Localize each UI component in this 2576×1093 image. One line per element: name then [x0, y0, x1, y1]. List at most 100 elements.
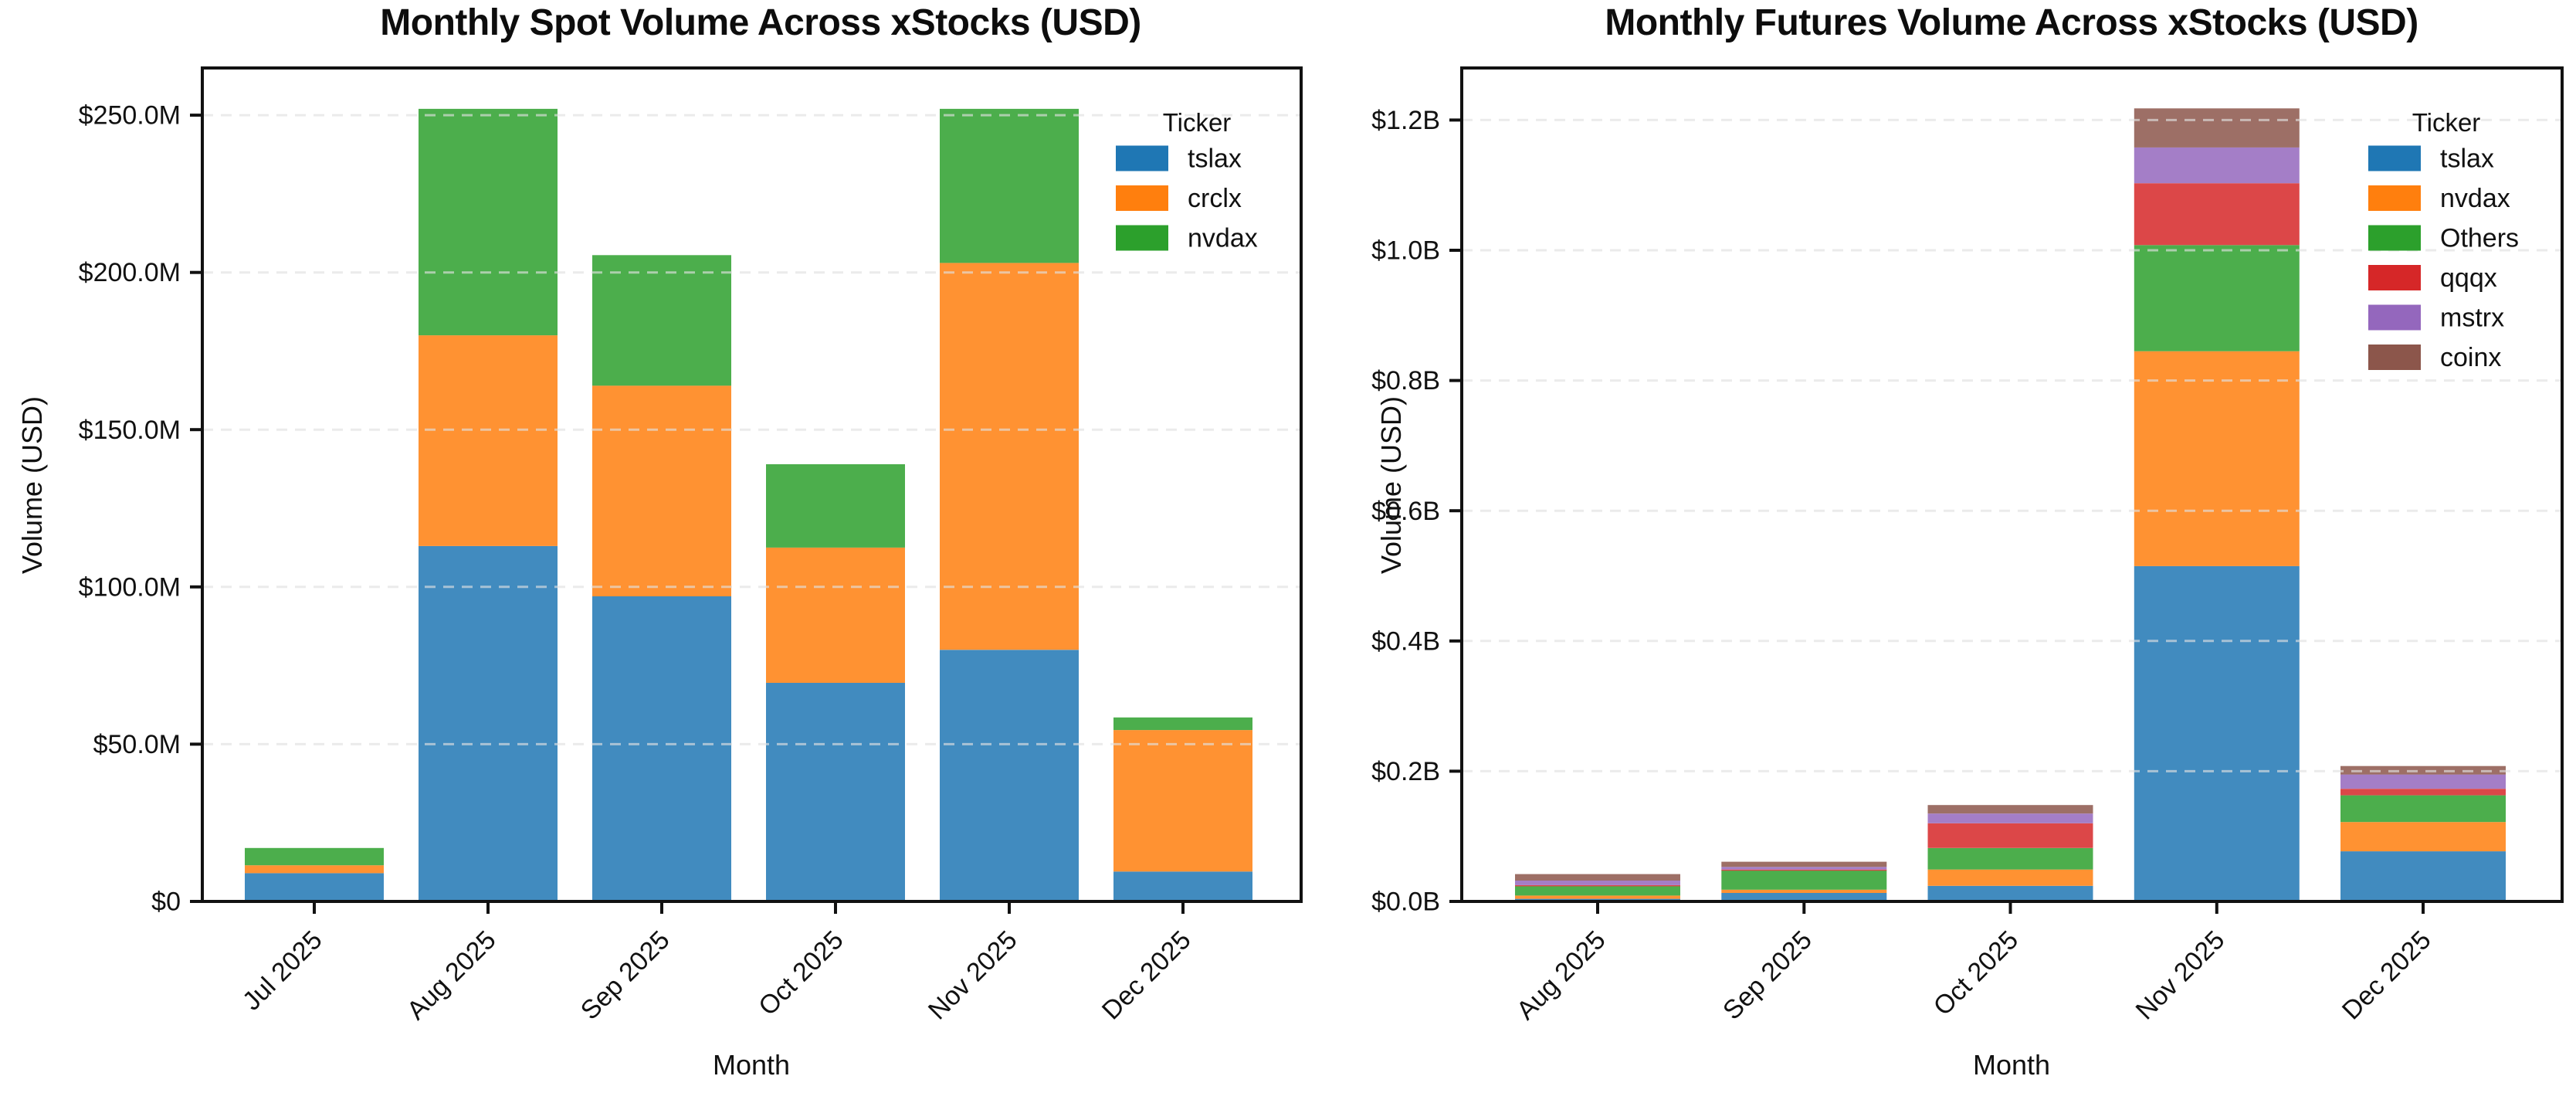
legend-swatch-Others — [2368, 225, 2421, 251]
legend-swatch-nvdax — [1116, 225, 1168, 251]
bar-segment-qqqx-aug-2025 — [1515, 884, 1680, 887]
bar-segment-coinx-aug-2025 — [1515, 874, 1680, 881]
bar-segment-coinx-oct-2025 — [1927, 805, 2093, 814]
y-tick-label: $0.2B — [1371, 757, 1440, 786]
futures-legend: Ticker tslax nvdax Others qqqx mstrx coinx — [2368, 108, 2519, 372]
series-nvdax — [245, 108, 1252, 866]
x-tick-label: Aug 2025 — [1511, 925, 1612, 1026]
bar-segment-qqqx-oct-2025 — [1927, 823, 2093, 848]
legend-swatch-mstrx — [2368, 304, 2421, 331]
bar-segment-nvdax-jul-2025 — [245, 847, 384, 866]
series-crclx — [245, 263, 1252, 874]
bar-segment-nvdax-aug-2025 — [1515, 895, 1680, 899]
y-tick-label: $0.6B — [1371, 497, 1440, 526]
bar-segment-Others-nov-2025 — [2134, 245, 2300, 351]
legend-title: Ticker — [2412, 108, 2481, 137]
x-tick-label: Dec 2025 — [2337, 925, 2437, 1026]
series-mstrx — [1515, 147, 2506, 885]
bar-segment-nvdax-sep-2025 — [592, 255, 731, 386]
futures-x-axis-label: Month — [1972, 1049, 2051, 1081]
spot-x-axis-label: Month — [712, 1049, 791, 1081]
bar-segment-nvdax-sep-2025 — [1721, 889, 1887, 893]
legend-label-tslax: tslax — [2440, 144, 2494, 174]
bar-segment-Others-aug-2025 — [1515, 885, 1680, 896]
bar-segment-tslax-oct-2025 — [766, 683, 905, 901]
legend-label-qqqx: qqqx — [2440, 263, 2497, 293]
series-Others — [1515, 245, 2506, 896]
legend-swatch-qqqx — [2368, 265, 2421, 290]
futures-grid — [1462, 118, 2562, 772]
bar-segment-mstrx-dec-2025 — [2340, 774, 2506, 789]
bar-segment-Others-oct-2025 — [1927, 847, 2093, 870]
legend-swatch-tslax — [1116, 145, 1168, 171]
x-tick-label: Nov 2025 — [2130, 925, 2231, 1026]
bar-segment-nvdax-dec-2025 — [1113, 717, 1252, 731]
bar-segment-crclx-aug-2025 — [419, 335, 558, 546]
legend-label-coinx: coinx — [2440, 343, 2501, 372]
legend-label-nvdax: nvdax — [1188, 224, 1258, 253]
legend-swatch-nvdax — [2368, 185, 2421, 211]
bar-segment-nvdax-aug-2025 — [419, 108, 558, 336]
y-tick-label: $100.0M — [79, 572, 181, 602]
bar-segment-crclx-jul-2025 — [245, 865, 384, 874]
bar-segment-crclx-oct-2025 — [766, 547, 905, 683]
futures-y-axis-label: Volume (USD) — [1375, 395, 1407, 575]
bar-segment-coinx-nov-2025 — [2134, 108, 2300, 148]
x-tick-label: Sep 2025 — [1717, 925, 1818, 1026]
legend-label-mstrx: mstrx — [2440, 304, 2504, 333]
legend-swatch-crclx — [1116, 185, 1168, 211]
y-tick-label: $200.0M — [79, 258, 181, 287]
spot-chart-title: Monthly Spot Volume Across xStocks (USD) — [380, 2, 1141, 43]
legend-swatch-tslax — [2368, 145, 2421, 171]
y-tick-label: $1.2B — [1371, 106, 1440, 135]
bar-segment-mstrx-oct-2025 — [1927, 813, 2093, 823]
series-tslax — [245, 545, 1252, 901]
y-tick-label: $0.8B — [1371, 366, 1440, 395]
bar-segment-crclx-dec-2025 — [1113, 730, 1252, 872]
y-tick-label: $50.0M — [93, 730, 181, 759]
bar-segment-crclx-sep-2025 — [592, 385, 731, 596]
bar-segment-tslax-sep-2025 — [592, 596, 731, 901]
spot-bars — [245, 108, 1252, 901]
spot-y-axis-label: Volume (USD) — [16, 395, 48, 575]
series-tslax — [1515, 565, 2506, 901]
bar-segment-tslax-nov-2025 — [2134, 565, 2300, 901]
bar-segment-Others-dec-2025 — [2340, 795, 2506, 823]
legend-label-nvdax: nvdax — [2440, 184, 2510, 213]
legend-label-crclx: crclx — [1188, 184, 1242, 213]
spot-legend: Ticker tslax crclx nvdax — [1116, 108, 1258, 253]
y-tick-label: $0.0B — [1371, 888, 1440, 917]
series-qqqx — [1515, 183, 2506, 887]
bar-segment-nvdax-dec-2025 — [2340, 822, 2506, 852]
legend-label-tslax: tslax — [1188, 144, 1242, 174]
bar-segment-crclx-nov-2025 — [940, 263, 1079, 650]
bar-segment-nvdax-nov-2025 — [940, 108, 1079, 263]
bar-segment-nvdax-oct-2025 — [1927, 869, 2093, 886]
bar-segment-coinx-sep-2025 — [1721, 861, 1887, 867]
bar-segment-mstrx-sep-2025 — [1721, 867, 1887, 870]
series-coinx — [1515, 108, 2506, 881]
x-tick-label: Oct 2025 — [1928, 925, 2024, 1021]
spot-y-ticks: $0 $50.0M $100.0M $150.0M $200.0M $250.0M — [79, 101, 202, 917]
bar-segment-tslax-nov-2025 — [940, 650, 1079, 901]
bar-segment-coinx-dec-2025 — [2340, 765, 2506, 775]
y-tick-label: $1.0B — [1371, 236, 1440, 266]
y-tick-label: $150.0M — [79, 416, 181, 445]
bar-segment-tslax-dec-2025 — [2340, 851, 2506, 901]
legend-swatch-coinx — [2368, 345, 2421, 370]
bar-segment-mstrx-aug-2025 — [1515, 881, 1680, 885]
bar-segment-qqqx-sep-2025 — [1721, 869, 1887, 871]
bar-segment-tslax-dec-2025 — [1113, 871, 1252, 901]
bar-segment-mstrx-nov-2025 — [2134, 147, 2300, 184]
futures-x-ticks: Aug 2025 Sep 2025 Oct 2025 Nov 2025 Dec 2025 — [1511, 901, 2437, 1026]
bar-segment-tslax-aug-2025 — [419, 545, 558, 901]
y-tick-label: $250.0M — [79, 101, 181, 131]
legend-label-Others: Others — [2440, 224, 2519, 253]
bar-segment-Others-sep-2025 — [1721, 870, 1887, 890]
futures-chart-title: Monthly Futures Volume Across xStocks (U… — [1605, 2, 2418, 43]
futures-bars — [1515, 108, 2506, 901]
bar-segment-tslax-jul-2025 — [245, 873, 384, 901]
